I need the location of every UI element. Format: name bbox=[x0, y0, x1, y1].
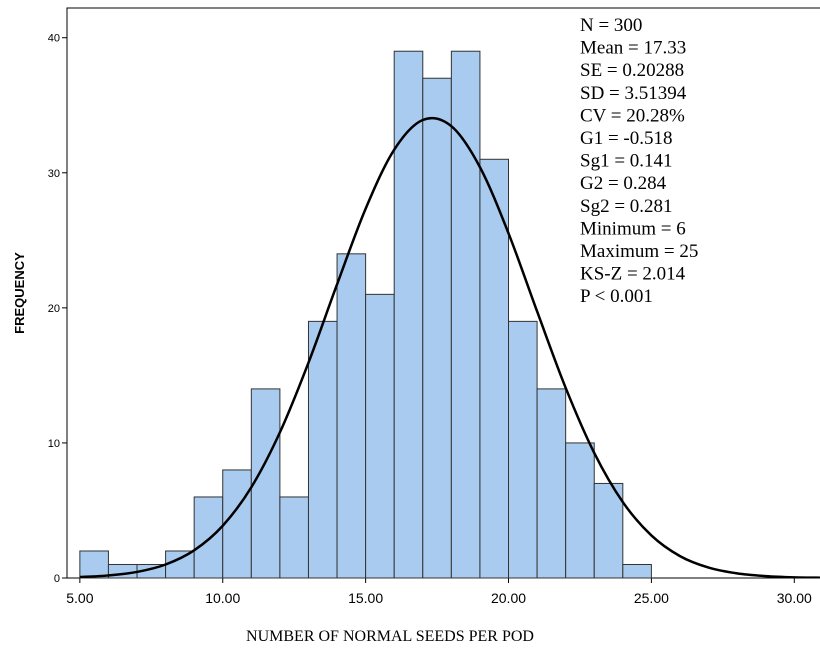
x-tick-label: 30.00 bbox=[777, 590, 812, 606]
bar bbox=[79, 550, 109, 579]
y-tick-label: 20 bbox=[48, 303, 60, 315]
bar bbox=[479, 158, 510, 579]
x-axis-label: NUMBER OF NORMAL SEEDS PER POD bbox=[246, 628, 534, 645]
bar bbox=[336, 253, 367, 579]
x-tick-label: 15.00 bbox=[348, 590, 383, 606]
bar bbox=[622, 563, 652, 579]
bar bbox=[593, 482, 624, 579]
stat-annotation: SE = 0.20288 bbox=[580, 60, 684, 81]
bar bbox=[193, 496, 224, 579]
stat-annotation: SD = 3.51394 bbox=[580, 83, 687, 104]
stat-annotation: Sg1 = 0.141 bbox=[580, 151, 673, 172]
stat-annotation: Mean = 17.33 bbox=[580, 38, 686, 59]
stat-annotation: G2 = 0.284 bbox=[580, 173, 667, 194]
bar bbox=[279, 496, 309, 579]
x-tick-label: 10.00 bbox=[205, 590, 240, 606]
stat-annotation: N = 300 bbox=[580, 15, 642, 36]
bar bbox=[250, 388, 281, 579]
bar bbox=[222, 469, 252, 579]
y-tick-label: 10 bbox=[48, 438, 60, 450]
fit-curve bbox=[79, 116, 820, 578]
bar bbox=[565, 442, 595, 579]
bar bbox=[536, 388, 567, 579]
y-tick-label: 30 bbox=[48, 168, 60, 180]
bar bbox=[508, 320, 538, 579]
y-axis-label: FREQUENCY bbox=[12, 252, 27, 334]
x-tick-label: 25.00 bbox=[634, 590, 669, 606]
stat-annotation: CV = 20.28% bbox=[580, 105, 685, 126]
bar bbox=[450, 50, 481, 579]
bar bbox=[365, 293, 395, 579]
stat-annotation: KS-Z = 2.014 bbox=[580, 264, 686, 285]
x-tick-label: 20.00 bbox=[491, 590, 526, 606]
x-tick-label: 5.00 bbox=[66, 590, 93, 606]
bar bbox=[307, 320, 338, 579]
y-tick-label: 0 bbox=[54, 573, 60, 585]
stat-annotation: Maximum = 25 bbox=[580, 241, 698, 262]
bar bbox=[422, 77, 452, 579]
stat-annotation: G1 = -0.518 bbox=[580, 128, 673, 149]
bar bbox=[165, 550, 195, 579]
stat-annotation: P < 0.001 bbox=[580, 286, 653, 307]
stat-annotation: Sg2 = 0.281 bbox=[580, 196, 673, 217]
y-tick-label: 40 bbox=[48, 33, 60, 45]
stat-annotation: Minimum = 6 bbox=[580, 218, 686, 239]
